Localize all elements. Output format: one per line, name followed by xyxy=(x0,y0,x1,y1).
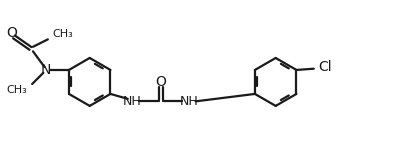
Text: CH₃: CH₃ xyxy=(6,85,27,95)
Text: N: N xyxy=(41,63,51,77)
Text: NH: NH xyxy=(180,95,198,108)
Text: O: O xyxy=(156,75,166,89)
Text: CH₃: CH₃ xyxy=(53,29,73,39)
Text: NH: NH xyxy=(122,95,141,108)
Text: Cl: Cl xyxy=(318,60,332,74)
Text: O: O xyxy=(6,26,17,40)
